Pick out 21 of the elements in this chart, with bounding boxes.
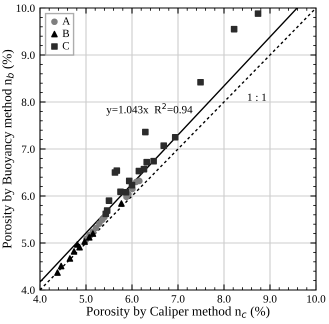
legend-label: B [62, 30, 70, 38]
y-tick-label: 7.0 [22, 145, 35, 154]
y-tick-label: 8.0 [22, 98, 35, 106]
y-tick-label: 5.0 [22, 239, 35, 248]
x-tick-label: 7.0 [172, 295, 185, 303]
y-tick-label: 9.0 [22, 51, 35, 60]
y-axis-title: Porosity by Buoyancy method n$_{b}$ (%) [2, 50, 14, 248]
legend-label: A [62, 17, 70, 25]
legend-label: C [62, 42, 70, 50]
x-tick-label: 10.0 [307, 295, 326, 303]
x-tick-label: 4.0 [33, 295, 47, 303]
y-tick-label: 10.0 [16, 4, 35, 12]
y-tick-label: 6.0 [22, 192, 35, 200]
x-tick-label: 8.0 [217, 295, 231, 303]
x-tick-label: 9.0 [263, 295, 277, 303]
annotation: 1 : 1 [248, 94, 266, 102]
x-tick-label: 5.0 [80, 295, 93, 303]
y-tick-label: 4.0 [21, 286, 35, 294]
annotation: y=1.043x R$^{2}$=0.94 [106, 103, 192, 116]
x-tick-label: 6.0 [126, 295, 139, 303]
x-axis-title: Porosity by Caliper method n$_{c}$ (%) [86, 306, 270, 318]
